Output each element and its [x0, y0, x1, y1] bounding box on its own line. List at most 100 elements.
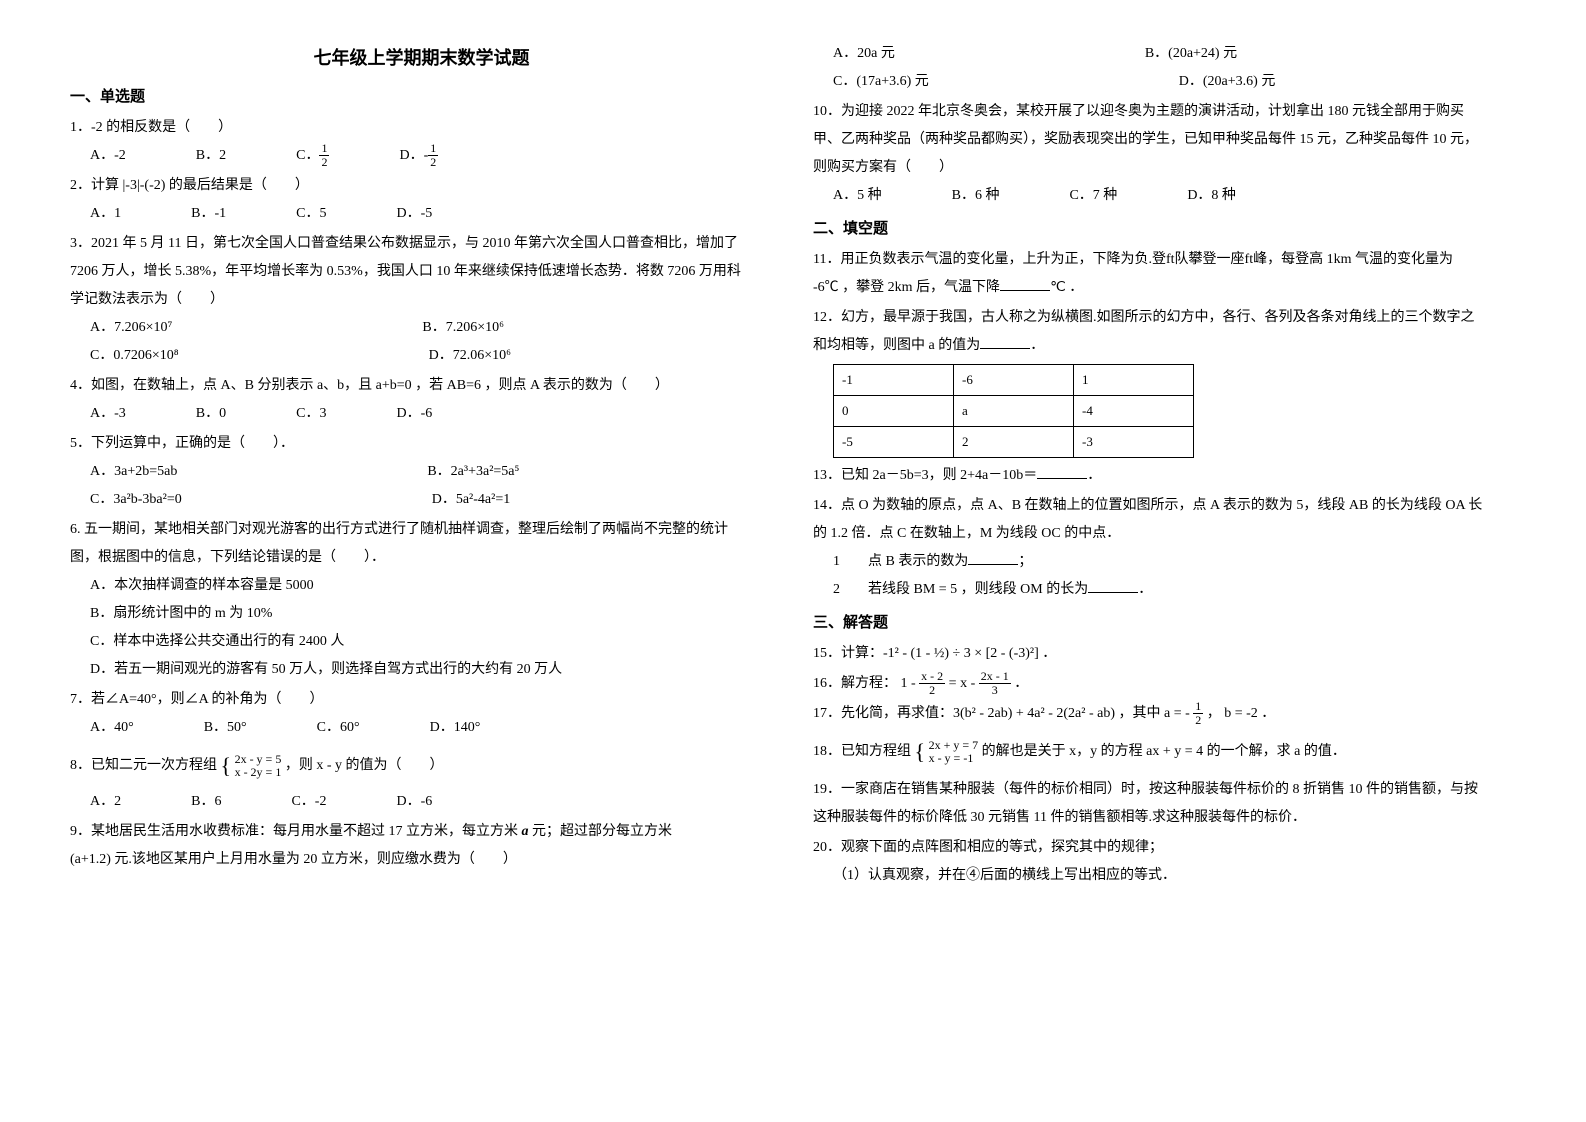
q2-C: C．5 — [296, 200, 326, 228]
blank — [1000, 277, 1050, 291]
q8-options: A．2 B．6 C．-2 D．-6 — [70, 788, 773, 816]
q7-B: B．50° — [204, 714, 247, 742]
q14-p1: 14．点 O 为数轴的原点，点 A、B 在数轴上的位置如图所示，点 A 表示的数… — [813, 492, 1516, 520]
q2-A: A．1 — [90, 200, 121, 228]
q4-stem: 4．如图，在数轴上，点 A、B 分别表示 a、b，且 a+b=0 ，若 AB=6… — [70, 372, 773, 400]
q6-C: C．样本中选择公共交通出行的有 2400 人 — [70, 628, 773, 656]
q14-s2: 2 若线段 BM = 5 ，则线段 OM 的长为． — [813, 576, 1516, 604]
section-3-heading: 三、解答题 — [813, 608, 1516, 638]
q5: 5．下列运算中，正确的是（ ）． A．3a+2b=5ab B．2a³+3a²=5… — [70, 430, 773, 514]
q19-p1: 19．一家商店在销售某种服装（每件的标价相同）时，按这种服装每件标价的 8 折销… — [813, 776, 1516, 804]
q5-A: A．3a+2b=5ab — [90, 458, 177, 486]
q3-row2: C．0.7206×10⁸ D．72.06×10⁶ — [70, 342, 773, 370]
q10-p3: 则购买方案有（ ） — [813, 154, 1516, 182]
q7-A: A．40° — [90, 714, 134, 742]
blank — [1088, 579, 1138, 593]
q8-D: D．-6 — [396, 788, 432, 816]
q3-p1: 3．2021 年 5 月 11 日，第七次全国人口普查结果公布数据显示，与 20… — [70, 230, 773, 258]
q16: 16．解方程： 1 - x - 22 = x - 2x - 13 ． — [813, 670, 1516, 698]
q9-A: A．20a 元 — [833, 40, 895, 68]
q3-row1: A．7.206×10⁷ B．7.206×10⁶ — [70, 314, 773, 342]
q9-row1: A．20a 元 B．(20a+24) 元 — [813, 40, 1516, 68]
q3-A: A．7.206×10⁷ — [90, 314, 172, 342]
q14: 14．点 O 为数轴的原点，点 A、B 在数轴上的位置如图所示，点 A 表示的数… — [813, 492, 1516, 604]
q5-row2: C．3a²b-3ba²=0 D．5a²-4a²=1 — [70, 486, 773, 514]
q9-D: D．(20a+3.6) 元 — [1179, 68, 1276, 96]
q5-stem: 5．下列运算中，正确的是（ ）． — [70, 430, 773, 458]
q2-D: D．-5 — [396, 200, 432, 228]
q7-C: C．60° — [317, 714, 360, 742]
blank — [968, 551, 1018, 565]
q1-stem: 1．-2 的相反数是（ ） — [70, 114, 773, 142]
q7: 7．若∠A=40°，则∠A 的补角为（ ） A．40° B．50° C．60° … — [70, 686, 773, 742]
q2: 2．计算 |-3|-(-2) 的最后结果是（ ） A．1 B．-1 C．5 D．… — [70, 172, 773, 228]
q4-B: B．0 — [196, 400, 226, 428]
q1-A: A．-2 — [90, 142, 126, 170]
blank — [980, 335, 1030, 349]
q4-A: A．-3 — [90, 400, 126, 428]
q20: 20．观察下面的点阵图和相应的等式，探究其中的规律； （1）认真观察，并在④后面… — [813, 834, 1516, 890]
q9-C: C．(17a+3.6) 元 — [833, 68, 929, 96]
q1: 1．-2 的相反数是（ ） A．-2 B．2 C．12 D．-12 — [70, 114, 773, 170]
q11-p2: -6℃ ，攀登 2km 后，气温下降℃ ． — [813, 274, 1516, 302]
q5-row1: A．3a+2b=5ab B．2a³+3a²=5a⁵ — [70, 458, 773, 486]
q8-B: B．6 — [191, 788, 221, 816]
q5-C: C．3a²b-3ba²=0 — [90, 486, 182, 514]
blank — [1037, 465, 1087, 479]
q14-s1: 1 点 B 表示的数为； — [813, 548, 1516, 576]
magic-square-table: -1-61 0a-4 -52-3 — [833, 364, 1194, 458]
q11-p1: 11．用正负数表示气温的变化量，上升为正，下降为负.登ft队攀登一座ft峰，每登… — [813, 246, 1516, 274]
q13: 13．已知 2a－5b=3，则 2+4a－10b＝． — [813, 462, 1516, 490]
q6-D: D．若五一期间观光的游客有 50 万人，则选择自驾方式出行的大约有 20 万人 — [70, 656, 773, 684]
q1-B: B．2 — [196, 142, 226, 170]
q6-A: A．本次抽样调查的样本容量是 5000 — [70, 572, 773, 600]
q3: 3．2021 年 5 月 11 日，第七次全国人口普查结果公布数据显示，与 20… — [70, 230, 773, 370]
q10-A: A．5 种 — [833, 182, 882, 210]
q6-p2: 图，根据图中的信息，下列结论错误的是（ ）． — [70, 544, 773, 572]
q4-C: C．3 — [296, 400, 326, 428]
q10-options: A．5 种 B．6 种 C．7 种 D．8 种 — [813, 182, 1516, 210]
q1-C: C．12 — [296, 142, 329, 170]
exam-title: 七年级上学期期末数学试题 — [70, 40, 773, 76]
q10-B: B．6 种 — [952, 182, 1000, 210]
q12-p2: 和均相等，则图中 a 的值为． — [813, 332, 1516, 360]
q9: 9．某地居民生活用水收费标准：每月用水量不超过 17 立方米，每立方米 a 元；… — [70, 818, 773, 874]
q1-options: A．-2 B．2 C．12 D．-12 — [70, 142, 773, 170]
section-2-heading: 二、填空题 — [813, 214, 1516, 244]
q17: 17．先化简，再求值：3(b² - 2ab) + 4a² - 2(2a² - a… — [813, 700, 1516, 728]
q6-B: B．扇形统计图中的 m 为 10% — [70, 600, 773, 628]
q10: 10．为迎接 2022 年北京冬奥会，某校开展了以迎冬奥为主题的演讲活动，计划拿… — [813, 98, 1516, 210]
q1-D: D．-12 — [399, 142, 438, 170]
q3-B: B．7.206×10⁶ — [422, 314, 504, 342]
q8: 8．已知二元一次方程组 { 2x - y = 5 x - 2y = 1 ，则 x… — [70, 744, 773, 816]
q2-options: A．1 B．-1 C．5 D．-5 — [70, 200, 773, 228]
q11: 11．用正负数表示气温的变化量，上升为正，下降为负.登ft队攀登一座ft峰，每登… — [813, 246, 1516, 302]
q15: 15．计算：-1² - (1 - ½) ÷ 3 × [2 - (-3)²] ． — [813, 640, 1516, 668]
q2-stem: 2．计算 |-3|-(-2) 的最后结果是（ ） — [70, 172, 773, 200]
q3-p3: 学记数法表示为（ ） — [70, 286, 773, 314]
q20-p1: 20．观察下面的点阵图和相应的等式，探究其中的规律； — [813, 834, 1516, 862]
q10-C: C．7 种 — [1069, 182, 1117, 210]
q5-B: B．2a³+3a²=5a⁵ — [427, 458, 519, 486]
q3-C: C．0.7206×10⁸ — [90, 342, 179, 370]
section-1-heading: 一、单选题 — [70, 82, 773, 112]
q3-D: D．72.06×10⁶ — [429, 342, 511, 370]
brace-icon: { — [915, 739, 926, 764]
q8-C: C．-2 — [291, 788, 326, 816]
q10-p1: 10．为迎接 2022 年北京冬奥会，某校开展了以迎冬奥为主题的演讲活动，计划拿… — [813, 98, 1516, 126]
q19: 19．一家商店在销售某种服装（每件的标价相同）时，按这种服装每件标价的 8 折销… — [813, 776, 1516, 832]
q12-p1: 12．幻方，最早源于我国，古人称之为纵横图.如图所示的幻方中，各行、各列及各条对… — [813, 304, 1516, 332]
q7-options: A．40° B．50° C．60° D．140° — [70, 714, 773, 742]
right-column: A．20a 元 B．(20a+24) 元 C．(17a+3.6) 元 D．(20… — [793, 40, 1536, 1082]
q4: 4．如图，在数轴上，点 A、B 分别表示 a、b，且 a+b=0 ，若 AB=6… — [70, 372, 773, 428]
q20-p2: （1）认真观察，并在④后面的横线上写出相应的等式． — [813, 862, 1516, 890]
q8-A: A．2 — [90, 788, 121, 816]
q10-D: D．8 种 — [1187, 182, 1236, 210]
q2-B: B．-1 — [191, 200, 226, 228]
q18: 18．已知方程组 { 2x + y = 7 x - y = -1 的解也是关于 … — [813, 730, 1516, 774]
q5-D: D．5a²-4a²=1 — [432, 486, 511, 514]
q10-p2: 甲、乙两种奖品（两种奖品都购买），奖励表现突出的学生，已知甲种奖品每件 15 元… — [813, 126, 1516, 154]
q4-D: D．-6 — [396, 400, 432, 428]
q9-p2: (a+1.2) 元.该地区某用户上月用水量为 20 立方米，则应缴水费为（ ） — [70, 846, 773, 874]
q8-stem: 8．已知二元一次方程组 { 2x - y = 5 x - 2y = 1 ，则 x… — [70, 744, 773, 788]
